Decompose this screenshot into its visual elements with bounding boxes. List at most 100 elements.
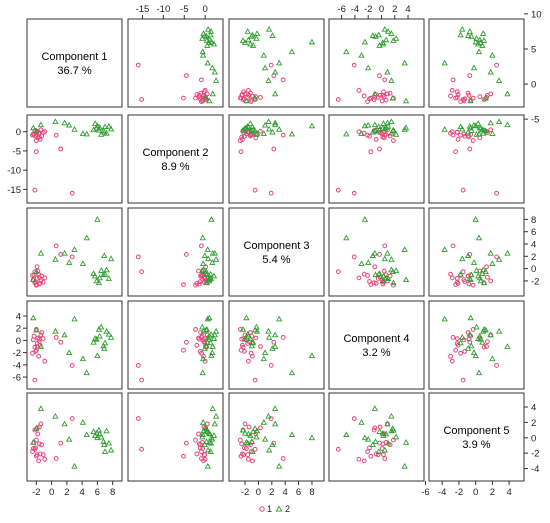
- point-triangle: [261, 64, 269, 71]
- point-triangle: [201, 252, 208, 259]
- point-triangle: [361, 434, 369, 441]
- point-triangle: [61, 249, 68, 256]
- point-triangle: [388, 412, 395, 419]
- point-triangle: [204, 315, 211, 322]
- point-triangle: [487, 119, 494, 126]
- point-triangle: [199, 267, 206, 273]
- point-triangle: [95, 126, 103, 133]
- point-triangle: [489, 355, 496, 362]
- point-triangle: [253, 131, 260, 137]
- point-triangle: [489, 130, 496, 136]
- point-triangle: [94, 216, 101, 222]
- point-triangle: [203, 279, 211, 286]
- point-triangle: [343, 130, 350, 137]
- point-triangle: [65, 435, 73, 442]
- point-triangle: [459, 334, 466, 340]
- point-circle: [365, 99, 370, 104]
- point-triangle: [52, 412, 59, 419]
- point-triangle: [392, 35, 400, 41]
- point-circle: [135, 62, 141, 68]
- point-triangle: [244, 330, 251, 337]
- point-triangle: [90, 338, 97, 345]
- point-circle: [280, 456, 286, 461]
- bottom-tick-label: 6: [95, 487, 100, 498]
- point-triangle: [369, 32, 377, 39]
- point-circle: [449, 129, 455, 135]
- point-circle: [494, 363, 499, 368]
- point-triangle: [101, 448, 109, 454]
- point-triangle: [480, 266, 487, 273]
- legend-label-1: 1: [267, 504, 272, 514]
- top-tick-label: -6: [337, 4, 345, 15]
- point-triangle: [244, 439, 251, 446]
- legend-marker-2: [275, 505, 283, 512]
- point-triangle: [466, 28, 473, 34]
- point-triangle: [65, 349, 73, 356]
- point-triangle: [384, 68, 391, 75]
- point-triangle: [472, 38, 479, 45]
- point-circle: [183, 339, 189, 345]
- point-triangle: [251, 127, 259, 134]
- point-circle: [194, 342, 200, 348]
- panel-4-1: [127, 392, 224, 482]
- top-tick-label: 0: [379, 4, 384, 15]
- point-triangle: [103, 427, 110, 434]
- point-triangle: [261, 435, 269, 442]
- point-circle: [381, 268, 387, 274]
- point-circle: [271, 146, 277, 152]
- point-circle: [139, 377, 145, 383]
- point-triangle: [203, 342, 210, 349]
- point-triangle: [260, 419, 267, 425]
- point-circle: [484, 264, 489, 270]
- point-triangle: [495, 77, 503, 83]
- point-triangle: [253, 30, 261, 36]
- point-circle: [453, 149, 458, 155]
- point-triangle: [457, 123, 464, 130]
- point-triangle: [459, 255, 466, 262]
- point-circle: [253, 335, 259, 341]
- point-circle: [204, 421, 210, 427]
- point-triangle: [271, 90, 279, 97]
- point-circle: [258, 425, 263, 431]
- point-circle: [183, 440, 189, 446]
- point-triangle: [467, 97, 474, 104]
- point-circle: [201, 452, 207, 458]
- point-circle: [466, 92, 472, 98]
- panel-1-1: [127, 114, 224, 204]
- point-circle: [135, 416, 141, 421]
- point-triangle: [101, 270, 109, 277]
- point-triangle: [204, 334, 212, 340]
- point-circle: [31, 333, 37, 339]
- point-circle: [356, 456, 362, 462]
- point-triangle: [101, 339, 109, 346]
- panel-4-3: [328, 392, 425, 482]
- point-circle: [42, 358, 48, 364]
- point-circle: [467, 339, 473, 345]
- point-triangle: [209, 249, 216, 256]
- point-triangle: [71, 315, 78, 322]
- point-triangle: [253, 35, 260, 41]
- diag-variance-3: 5.4 %: [262, 254, 290, 266]
- point-triangle: [201, 345, 208, 351]
- point-triangle: [98, 433, 105, 440]
- point-triangle: [265, 412, 272, 419]
- point-triangle: [269, 32, 276, 39]
- point-triangle: [265, 334, 273, 340]
- point-triangle: [199, 419, 207, 425]
- point-circle: [335, 269, 341, 275]
- point-triangle: [98, 323, 105, 330]
- point-circle: [37, 451, 43, 457]
- point-triangle: [381, 125, 388, 132]
- point-circle: [135, 254, 141, 260]
- point-circle: [461, 277, 467, 283]
- point-circle: [372, 264, 378, 270]
- point-circle: [268, 62, 274, 68]
- point-triangle: [480, 279, 488, 286]
- point-circle: [372, 425, 378, 431]
- point-triangle: [271, 420, 279, 427]
- bottom-tick-label: -6: [421, 487, 429, 498]
- point-triangle: [392, 131, 400, 137]
- point-triangle: [211, 420, 218, 427]
- point-triangle: [475, 130, 483, 137]
- point-triangle: [207, 439, 215, 446]
